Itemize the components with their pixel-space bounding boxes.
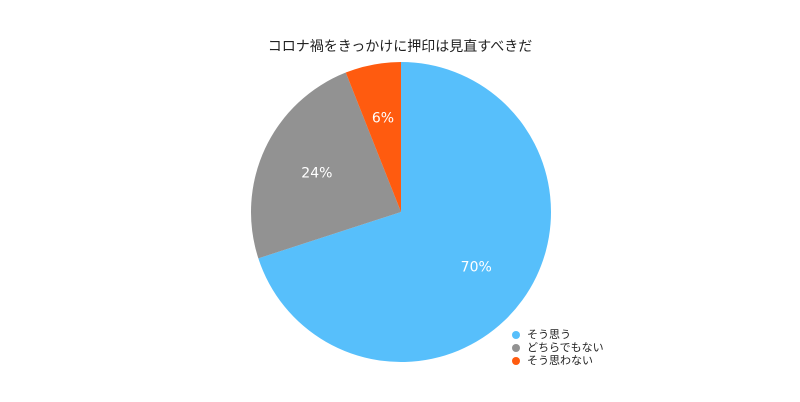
legend-swatch-agree <box>512 330 520 339</box>
legend-item-agree: そう思う <box>512 328 604 341</box>
pie-slice-neutral <box>250 72 401 259</box>
legend-label-disagree: そう思わない <box>527 354 593 367</box>
data-label-disagree: 6% <box>372 111 394 127</box>
legend: そう思う どちらでもない そう思わない <box>512 328 604 367</box>
legend-swatch-neutral <box>512 343 520 352</box>
data-label-neutral: 24% <box>301 165 332 181</box>
legend-label-agree: そう思う <box>527 328 571 341</box>
legend-item-neutral: どちらでもない <box>512 341 604 354</box>
chart-title: コロナ禍をきっかけに押印は見直すべきだ <box>267 39 533 55</box>
legend-swatch-disagree <box>512 356 520 365</box>
legend-label-neutral: どちらでもない <box>527 341 604 354</box>
pie-slice-disagree <box>345 62 401 212</box>
pie-slice-agree <box>258 62 551 363</box>
legend-item-disagree: そう思わない <box>512 354 604 367</box>
data-label-agree: 70% <box>461 260 492 276</box>
